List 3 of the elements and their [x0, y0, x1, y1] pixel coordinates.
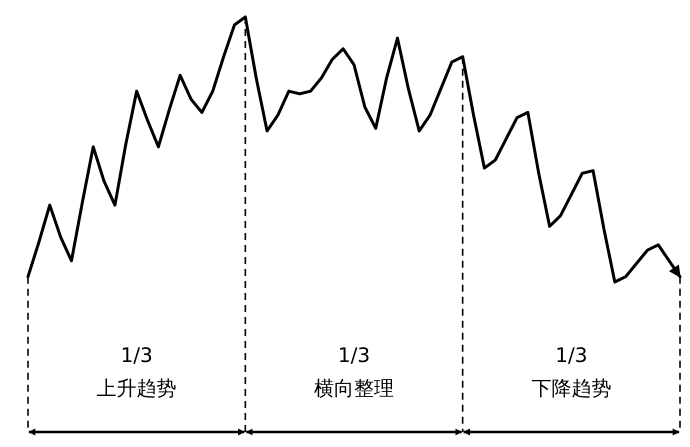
- text: 1/3 上升趋势: [96, 343, 177, 400]
- text: 1/3 下降趋势: [531, 343, 612, 400]
- text: 1/3 横向整理: [314, 343, 394, 400]
